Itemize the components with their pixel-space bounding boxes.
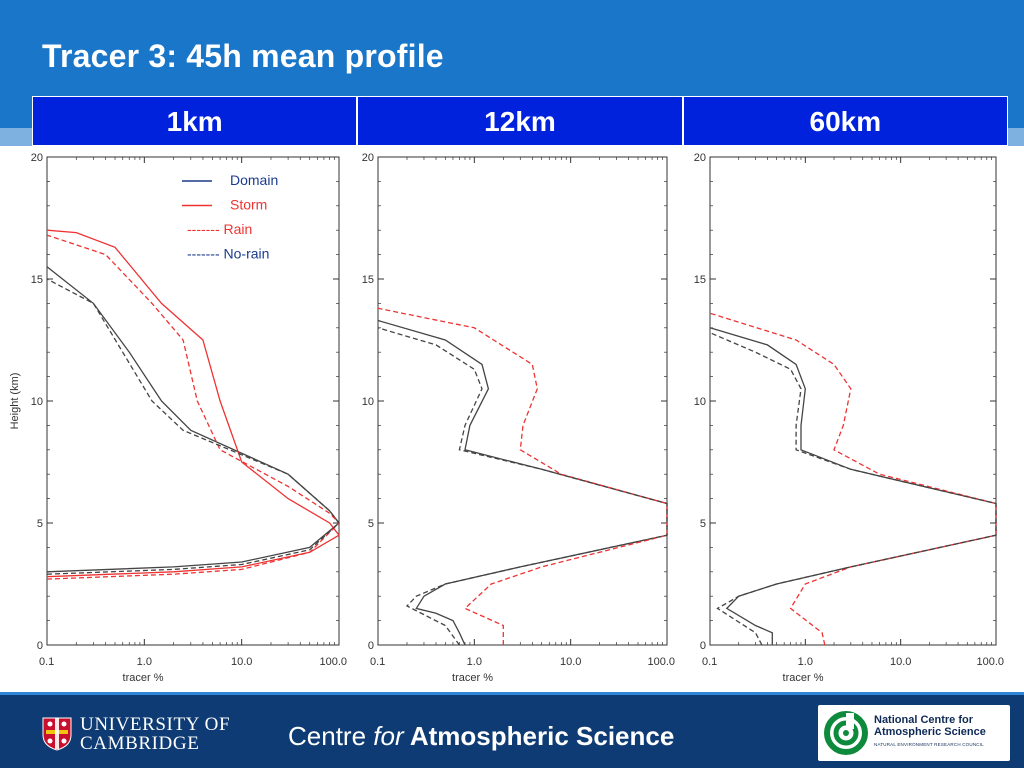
y-tick-label-12km-0: 0: [368, 640, 374, 652]
cambridge-wordmark: UNIVERSITY OF CAMBRIDGE: [80, 715, 230, 753]
series-line-1km-storm: [46, 229, 340, 578]
ncas-line-2: Atmospheric Science: [874, 726, 986, 738]
ncas-line-1: National Centre for: [874, 714, 974, 726]
y-tick-label-12km-1: 5: [368, 518, 374, 530]
plots-area: 0.1 1.0 10.0 100.0 0 5 10 15 20 tracer % Height (k…: [0, 146, 1024, 692]
profile-charts: 0.1 1.0 10.0 100.0 0 5 10 15 20 tracer % Height (k…: [9, 152, 1004, 684]
resolution-column-headers: 1km 12km 60km: [32, 96, 1008, 146]
cambridge-line-1: UNIVERSITY OF: [80, 714, 231, 735]
x-tick-label-1km-3: 100.0: [319, 656, 347, 668]
centre-prefix: Centre: [288, 721, 374, 751]
y-tick-label-1km-4: 20: [31, 152, 43, 164]
y-tick-label-60km-3: 15: [694, 274, 706, 286]
cambridge-logo: UNIVERSITY OF CAMBRIDGE: [42, 715, 230, 753]
x-tick-label-60km-0: 0.1: [702, 656, 717, 668]
column-header-1km: 1km: [33, 97, 359, 145]
y-tick-label-60km-0: 0: [700, 640, 706, 652]
x-axis-label-60km: tracer %: [783, 672, 824, 684]
legend-entry-storm: Storm: [230, 197, 267, 213]
y-tick-label-12km-2: 10: [362, 396, 374, 408]
x-tick-label-1km-0: 0.1: [39, 656, 54, 668]
ncas-swirl-icon: [824, 711, 868, 755]
column-header-12km: 12km: [358, 97, 684, 145]
x-tick-label-1km-1: 1.0: [137, 656, 152, 668]
y-tick-label-1km-2: 10: [31, 396, 43, 408]
y-tick-label-1km-1: 5: [37, 518, 43, 530]
x-tick-label-12km-0: 0.1: [370, 656, 385, 668]
series-line-12km-rain: [377, 307, 668, 645]
y-tick-label-60km-2: 10: [694, 396, 706, 408]
cambridge-shield-icon: [42, 717, 72, 751]
x-tick-label-12km-1: 1.0: [467, 656, 482, 668]
cambridge-line-2: CAMBRIDGE: [80, 733, 200, 754]
series-line-12km-no-rain: [377, 327, 668, 646]
ncas-name: National Centre for Atmospheric Science: [874, 714, 986, 738]
plot-frame-60km: [709, 156, 997, 646]
x-tick-label-60km-3: 100.0: [976, 656, 1004, 668]
series-line-1km-no-rain: [46, 278, 340, 575]
column-header-60km: 60km: [683, 97, 1007, 145]
ncas-logo: National Centre for Atmospheric Science …: [818, 705, 1010, 761]
legend-entry-domain: Domain: [230, 172, 278, 188]
y-tick-label-60km-1: 5: [700, 518, 706, 530]
y-tick-label-1km-0: 0: [37, 640, 43, 652]
y-tick-label-12km-3: 15: [362, 274, 374, 286]
x-axis-label-1km: tracer %: [123, 672, 164, 684]
y-axis-label-1km: Height (km): [9, 373, 21, 430]
centre-for: for: [373, 721, 404, 751]
plot-frame-12km: [377, 156, 668, 646]
slide-title: Tracer 3: 45h mean profile: [42, 38, 444, 74]
y-tick-label-1km-3: 15: [31, 274, 43, 286]
plot-frame-1km: [46, 156, 340, 646]
x-axis-label-12km: tracer %: [452, 672, 493, 684]
x-tick-label-60km-1: 1.0: [798, 656, 813, 668]
series-line-60km-no-rain: [709, 332, 997, 646]
legend-entry-no-rain: ------- No-rain: [187, 246, 269, 262]
x-tick-label-12km-3: 100.0: [647, 656, 675, 668]
x-tick-label-12km-2: 10.0: [560, 656, 581, 668]
y-tick-label-60km-4: 20: [694, 152, 706, 164]
series-line-1km-rain: [46, 234, 340, 580]
slide-footer: UNIVERSITY OF CAMBRIDGE Centre for Atmos…: [0, 692, 1024, 768]
legend-entry-rain: ------- Rain: [187, 221, 252, 237]
centre-suffix: Atmospheric Science: [403, 721, 675, 751]
centre-title: Centre for Atmospheric Science: [288, 721, 674, 752]
x-tick-label-60km-2: 10.0: [890, 656, 911, 668]
series-line-60km-rain: [709, 312, 997, 646]
y-tick-label-12km-4: 20: [362, 152, 374, 164]
x-tick-label-1km-2: 10.0: [231, 656, 252, 668]
ncas-nerc-label: NATURAL ENVIRONMENT RESEARCH COUNCIL: [874, 742, 984, 747]
